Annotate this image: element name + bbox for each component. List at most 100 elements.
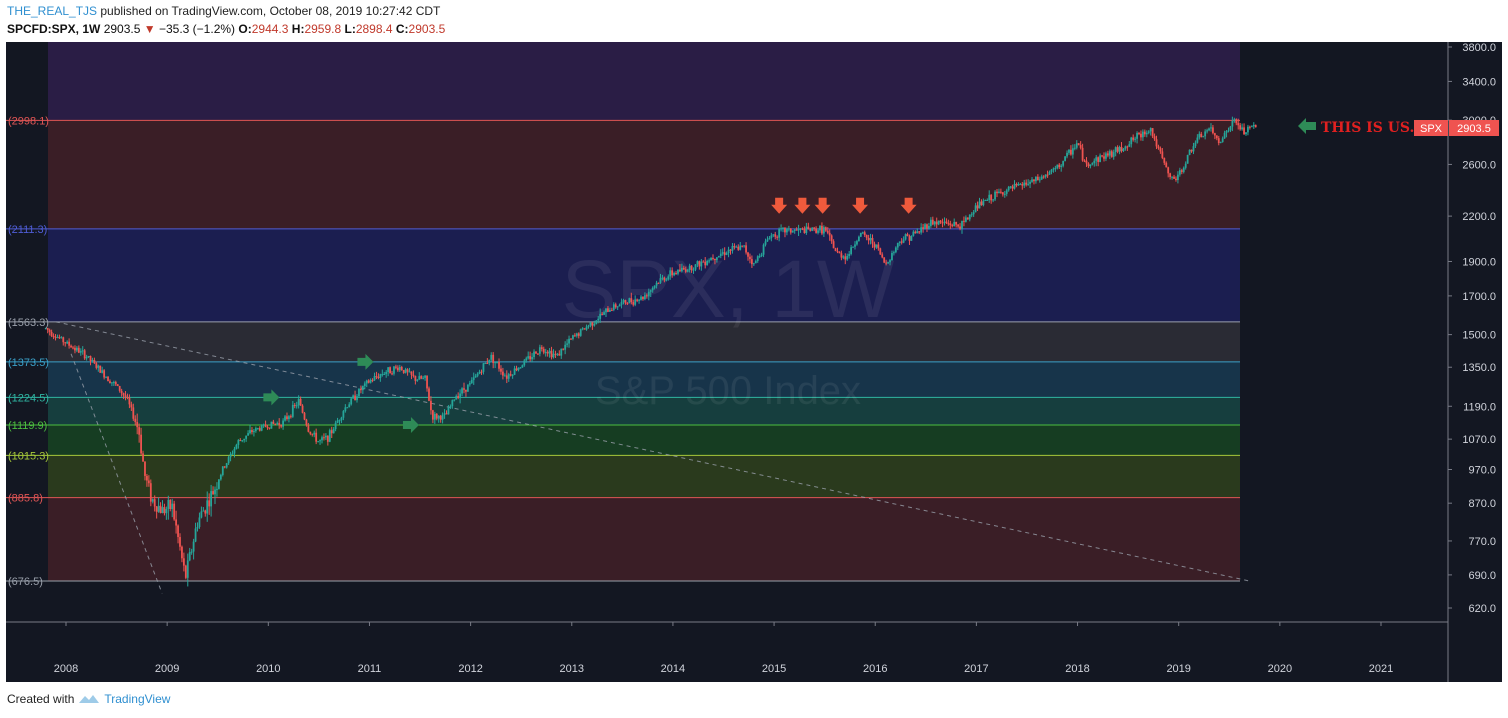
candle-body [608, 309, 611, 312]
candle-body [819, 225, 821, 231]
candle-body [1231, 120, 1234, 127]
tradingview-logo-icon [79, 695, 100, 703]
candle-body [342, 411, 345, 418]
fib-band [48, 228, 1240, 322]
close-label: C: [395, 22, 409, 36]
candle-body [144, 461, 146, 476]
candle-body [1126, 146, 1129, 148]
candle-body [408, 371, 411, 373]
candle-body [1245, 132, 1247, 135]
fib-label: (2111.3) [8, 224, 47, 236]
candle-body [867, 237, 870, 241]
candle-body [1035, 176, 1037, 182]
candle-body [288, 416, 290, 419]
candle-body [595, 320, 598, 325]
candle-body [928, 225, 930, 229]
candle-body [682, 267, 685, 270]
candle-body [568, 338, 570, 344]
candle-body [217, 479, 220, 489]
candle-body [216, 488, 218, 490]
candle-body [44, 328, 47, 330]
time-tick-label: 2017 [964, 663, 988, 675]
candle-body [735, 246, 738, 248]
candle-body [947, 223, 950, 225]
candle-body [774, 234, 777, 237]
candle-body [245, 435, 248, 439]
candle-body [723, 252, 726, 255]
candle-body [192, 541, 195, 552]
candle-body [1225, 130, 1228, 133]
candle-body [1060, 165, 1063, 167]
candle-body [865, 235, 868, 238]
candle-body [1040, 176, 1043, 180]
candle-body [521, 365, 524, 368]
candle-body [776, 236, 779, 238]
price-axis[interactable] [1448, 42, 1502, 682]
candle-body [1202, 136, 1205, 138]
candle-body [247, 433, 249, 436]
candle-body [1192, 146, 1195, 152]
candle-body [212, 491, 214, 495]
candle-body [99, 365, 102, 373]
watermark-main: SPX, 1W [562, 244, 895, 335]
candle-body [916, 231, 919, 234]
author-link[interactable]: THE_REAL_TJS [7, 4, 98, 18]
candle-body [1141, 131, 1144, 138]
time-axis-ticks[interactable]: 2008 2009 2010 2011 2012 2013 2014 2015 2016 2017… [54, 622, 1393, 675]
candle-body [97, 365, 100, 368]
candle-body [715, 257, 718, 261]
candle-body [474, 375, 477, 378]
candle-body [1054, 168, 1057, 170]
candle-body [1079, 145, 1082, 148]
candle-body [494, 362, 497, 364]
candle-body [1198, 133, 1201, 138]
candle-body [387, 367, 390, 372]
candle-body [68, 341, 71, 346]
candle-body [826, 230, 829, 233]
candle-body [186, 560, 189, 578]
candle-body [661, 277, 664, 279]
candle-body [887, 262, 889, 264]
candle-body [620, 301, 623, 305]
candle-body [422, 377, 425, 379]
candle-body [1219, 142, 1222, 144]
price-chart[interactable]: SPX, 1W S&P 500 Index (2998.1) (2111.3) (1… [6, 42, 1502, 682]
candle-body [756, 256, 759, 261]
candle-body [1046, 174, 1049, 176]
candle-body [939, 220, 942, 223]
candle-body [295, 405, 298, 407]
candle-body [463, 388, 465, 390]
candle-body [663, 277, 666, 281]
candle-body [134, 418, 137, 422]
candle-body [439, 415, 442, 420]
candle-body [56, 337, 59, 339]
candle-body [896, 242, 899, 248]
annotation-arrows [263, 197, 917, 434]
candle-body [200, 511, 203, 518]
candle-body [636, 299, 639, 301]
candle-body [957, 224, 959, 227]
candle-body [978, 201, 981, 209]
green-right-arrow-icon [402, 417, 419, 434]
candle-body [1177, 174, 1179, 180]
candle-body [1163, 157, 1166, 163]
candle-body [961, 220, 963, 229]
candle-body [1015, 183, 1018, 186]
candle-body [293, 404, 296, 406]
candle-body [130, 404, 133, 408]
candle-body [811, 227, 814, 231]
candle-body [79, 351, 82, 353]
candle-body [344, 407, 347, 412]
tradingview-brand[interactable]: TradingView [104, 692, 171, 706]
candle-body [922, 227, 924, 229]
candle-body [509, 374, 512, 376]
candle-body [1110, 151, 1113, 157]
candle-body [1114, 147, 1117, 153]
candle-body [1233, 119, 1236, 121]
candle-body [992, 199, 995, 201]
candle-body [291, 404, 294, 417]
candle-body [1212, 127, 1214, 134]
candle-body [1136, 133, 1138, 139]
candle-body [1254, 124, 1257, 128]
candle-body [593, 324, 596, 326]
